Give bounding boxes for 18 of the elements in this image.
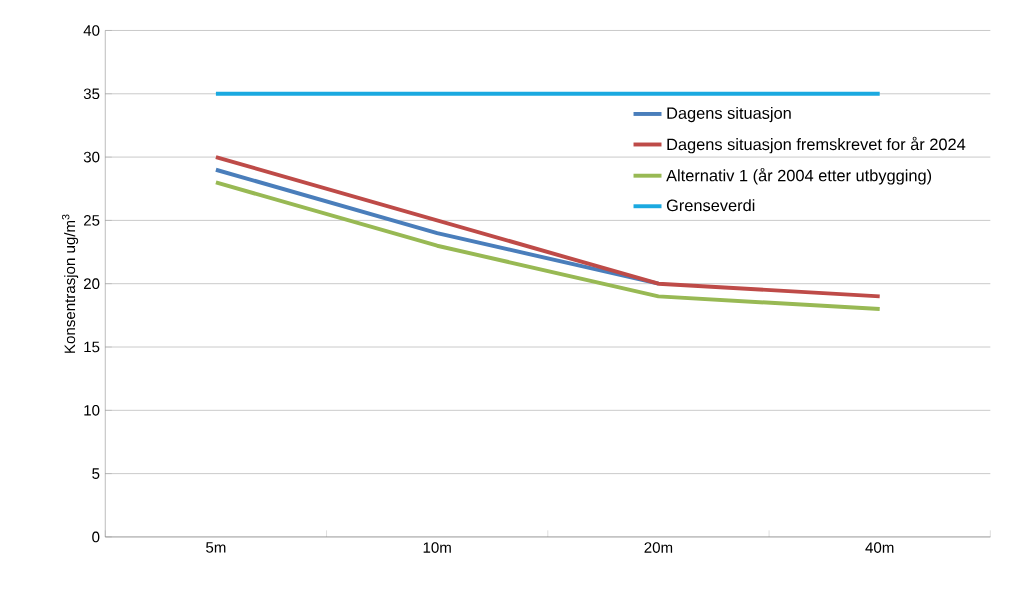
y-tick-label: 10 (84, 404, 100, 416)
y-axis-title: Konsentrasjon ug/m$^{3}$ (61, 214, 79, 353)
legend-label: Dagens situasjon (667, 106, 791, 123)
legend-label: Grenseverdi (666, 199, 755, 212)
y-tick-label: 30 (83, 151, 100, 163)
x-tick-label: 5m (206, 542, 226, 553)
legend-label: Alternativ 1 (år 2004 etter utbygging) (666, 167, 932, 185)
x-tick-label: 40m (865, 542, 894, 553)
y-tick-label: 5 (92, 468, 100, 479)
y-tick-label: 20 (83, 278, 100, 290)
y-tick-label: 15 (84, 341, 100, 353)
y-tick-label: 40 (83, 25, 100, 36)
y-tick-label: 0 (92, 531, 100, 543)
y-tick-label: 25 (83, 215, 100, 226)
legend-label: Dagens situasjon fremskrevet for år 2024 (667, 136, 966, 154)
x-tick-label: 20m (644, 542, 673, 553)
x-tick-label: 10m (423, 542, 451, 553)
y-tick-label: 35 (83, 88, 100, 100)
